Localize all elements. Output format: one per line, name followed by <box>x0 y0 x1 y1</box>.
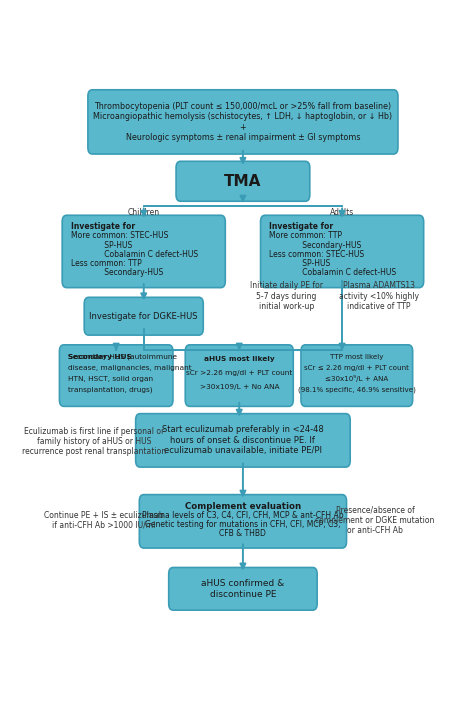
Text: Presence/absence of
complement or DGKE mutation
or anti-CFH Ab: Presence/absence of complement or DGKE m… <box>316 505 435 535</box>
Text: >30x109/L + No ANA: >30x109/L + No ANA <box>200 383 279 390</box>
Text: Less common: STEC-HUS: Less common: STEC-HUS <box>269 250 365 259</box>
FancyBboxPatch shape <box>169 568 317 610</box>
Text: Investigate for: Investigate for <box>71 222 135 231</box>
Text: SP-HUS: SP-HUS <box>71 240 132 250</box>
Text: Secondary HUS (autoimmune: Secondary HUS (autoimmune <box>67 354 176 360</box>
Text: Less common: TTP: Less common: TTP <box>71 259 142 268</box>
FancyBboxPatch shape <box>139 495 346 548</box>
Text: Start eculizumab preferably in <24-48
hours of onset & discontinue PE. If
eculiz: Start eculizumab preferably in <24-48 ho… <box>162 426 324 455</box>
Text: CFB & THBD: CFB & THBD <box>219 529 266 538</box>
Text: Children: Children <box>128 208 160 217</box>
Text: Investigate for: Investigate for <box>269 222 334 231</box>
Text: transplantation, drugs): transplantation, drugs) <box>67 386 152 393</box>
FancyBboxPatch shape <box>136 414 350 467</box>
FancyBboxPatch shape <box>261 215 424 287</box>
Text: aHUS confirmed &
discontinue PE: aHUS confirmed & discontinue PE <box>201 579 284 599</box>
Text: ≤30x10⁹/L + ANA: ≤30x10⁹/L + ANA <box>325 375 388 382</box>
Text: Complement evaluation: Complement evaluation <box>185 501 301 510</box>
Text: Secondary-HUS: Secondary-HUS <box>269 240 362 250</box>
Text: Continue PE + IS ± eculizumab
if anti-CFH Ab >1000 IU/ml: Continue PE + IS ± eculizumab if anti-CF… <box>44 510 163 530</box>
Text: Cobalamin C defect-HUS: Cobalamin C defect-HUS <box>71 250 198 259</box>
FancyBboxPatch shape <box>301 345 413 407</box>
Text: Plasma ADAMTS13
activity <10% highly
indicative of TTP: Plasma ADAMTS13 activity <10% highly ind… <box>339 281 419 311</box>
Text: Cobalamin C defect-HUS: Cobalamin C defect-HUS <box>269 268 396 277</box>
Text: Secondary-HUS: Secondary-HUS <box>71 268 163 277</box>
Text: SP-HUS: SP-HUS <box>269 259 331 268</box>
Text: disease, malignancies, malignant: disease, malignancies, malignant <box>67 365 191 371</box>
Text: Thrombocytopenia (PLT count ≤ 150,000/mcL or >25% fall from baseline)
Microangio: Thrombocytopenia (PLT count ≤ 150,000/mc… <box>93 102 392 142</box>
FancyBboxPatch shape <box>62 215 225 287</box>
FancyBboxPatch shape <box>185 345 293 407</box>
Text: (98.1% specific, 46.9% sensitive): (98.1% specific, 46.9% sensitive) <box>298 386 416 393</box>
Text: Secondary HUS: Secondary HUS <box>67 354 131 360</box>
Text: Adults: Adults <box>330 208 354 217</box>
FancyBboxPatch shape <box>59 345 173 407</box>
Text: Genetic testing for mutations in CFH, CFI, MCP, C3,: Genetic testing for mutations in CFH, CF… <box>145 519 341 529</box>
FancyBboxPatch shape <box>88 90 398 154</box>
Text: sCr >2.26 mg/dl + PLT count: sCr >2.26 mg/dl + PLT count <box>186 370 292 376</box>
Text: Initiate daily PE for
5-7 days during
initial work-up: Initiate daily PE for 5-7 days during in… <box>250 281 323 311</box>
Text: TTP most likely: TTP most likely <box>330 354 383 360</box>
Text: Eculizumab is first line if personal or
family history of aHUS or HUS
recurrence: Eculizumab is first line if personal or … <box>22 426 166 456</box>
Text: aHUS most likely: aHUS most likely <box>204 356 274 362</box>
Text: HTN, HSCT, solid organ: HTN, HSCT, solid organ <box>67 376 153 382</box>
Text: TMA: TMA <box>224 174 262 189</box>
FancyBboxPatch shape <box>176 161 310 201</box>
Text: Investigate for DGKE-HUS: Investigate for DGKE-HUS <box>90 312 198 321</box>
FancyBboxPatch shape <box>84 297 203 335</box>
Text: Plasma levels of C3, C4, CFI, CFH, MCP & ant-CFH Ab: Plasma levels of C3, C4, CFI, CFH, MCP &… <box>142 510 344 519</box>
Text: More common: STEC-HUS: More common: STEC-HUS <box>71 231 168 240</box>
Text: More common: TTP: More common: TTP <box>269 231 342 240</box>
Text: sCr ≤ 2.26 mg/dl + PLT count: sCr ≤ 2.26 mg/dl + PLT count <box>304 365 409 371</box>
